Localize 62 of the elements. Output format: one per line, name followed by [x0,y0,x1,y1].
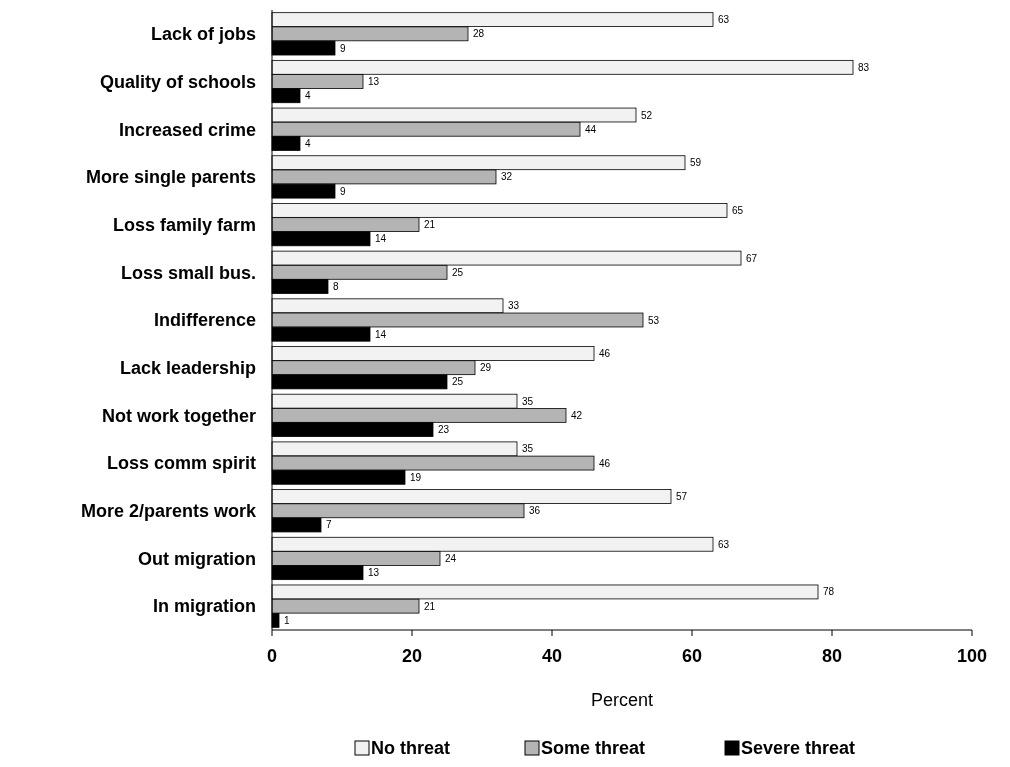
y-tick-label: Increased crime [118,119,256,140]
y-tick-label: Indifference [153,310,256,331]
data-label: 46 [599,347,611,359]
data-label: 78 [823,586,835,598]
x-tick-label: 0 [266,646,278,666]
data-label: 46 [599,457,611,469]
y-tick-label: More single parents [85,167,256,188]
data-label: 67 [746,252,758,264]
data-label: 4 [305,137,311,149]
data-label: 29 [480,362,492,374]
data-label: 63 [718,538,730,550]
data-label: 42 [571,409,583,421]
data-label: 63 [718,14,730,26]
data-label: 14 [375,328,387,340]
data-label: 13 [368,76,380,88]
data-label: 33 [508,300,520,312]
data-label: 28 [473,28,485,40]
legend-label: Some threat [541,738,646,759]
legend-label: Severe threat [741,738,856,759]
data-label: 35 [522,395,534,407]
x-tick-label: 80 [821,646,843,666]
data-label: 14 [375,233,387,245]
data-label: 52 [641,109,653,121]
x-tick-label: 40 [541,646,563,666]
data-label: 9 [340,42,346,54]
x-tick-label: 100 [956,646,988,666]
y-tick-label: Quality of schools [99,71,256,92]
x-axis-title: Percent [590,690,654,710]
legend-label: No threat [371,738,451,759]
data-label: 32 [501,171,513,183]
data-label: 24 [445,552,457,564]
y-tick-label: Out migration [138,548,256,569]
data-label: 35 [522,443,534,455]
data-label: 7 [326,519,332,531]
data-label: 21 [424,600,436,612]
data-label: 21 [424,219,436,231]
y-tick-label: More 2/parents work [80,501,257,522]
data-label: 4 [305,90,311,102]
data-label: 9 [340,185,346,197]
y-tick-label: Lack leadership [119,357,256,378]
data-label: 1 [284,614,290,626]
y-tick-label: In migration [153,596,256,617]
y-tick-label: Loss comm spirit [106,453,256,474]
data-label: 57 [676,491,688,503]
data-label: 25 [452,266,464,278]
data-label: 53 [648,314,660,326]
y-tick-label: Loss family farm [112,214,256,235]
y-tick-label: Loss small bus. [120,262,256,283]
data-label: 8 [333,281,339,293]
y-tick-label: Not work together [101,405,256,426]
x-tick-label: 60 [681,646,703,666]
data-label: 23 [438,424,450,436]
y-tick-label: Lack of jobs [150,24,256,45]
data-label: 83 [858,61,870,73]
data-label: 59 [690,157,702,169]
data-label: 36 [529,505,541,517]
x-tick-label: 20 [401,646,423,666]
data-label: 25 [452,376,464,388]
data-label: 13 [368,567,380,579]
data-label: 19 [410,471,422,483]
data-label: 65 [732,204,744,216]
data-label: 44 [585,123,597,135]
